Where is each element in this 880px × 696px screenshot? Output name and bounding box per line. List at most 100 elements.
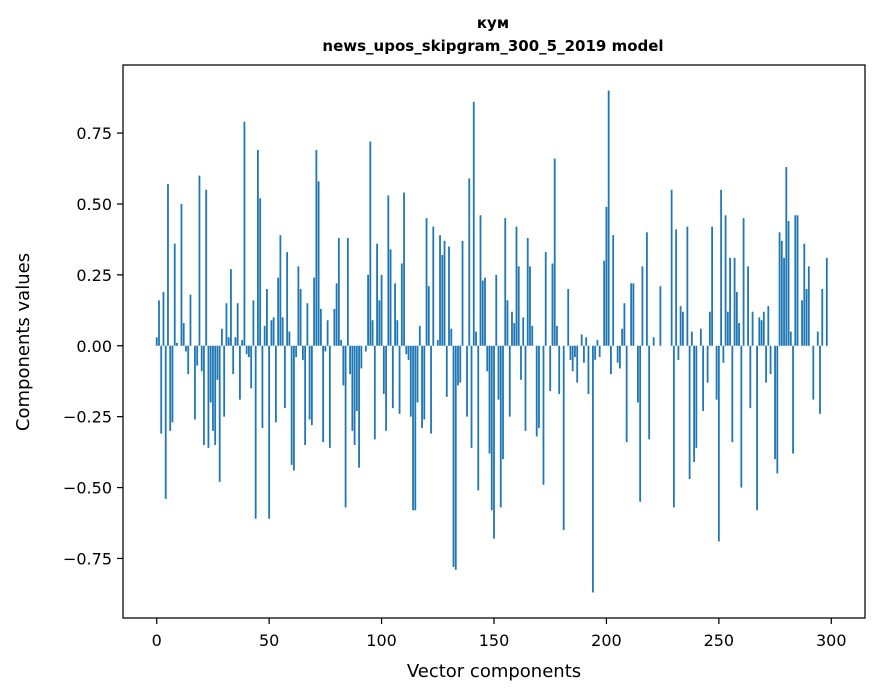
bar-246 [708, 311, 711, 346]
bar-103 [387, 195, 390, 346]
bar-208 [623, 303, 626, 346]
bar-111 [405, 345, 408, 355]
bar-157 [508, 345, 511, 417]
bar-90 [358, 345, 360, 468]
bar-112 [407, 345, 410, 360]
bar-189 [580, 334, 583, 346]
bar-233 [679, 306, 682, 346]
bar-253 [724, 215, 727, 346]
bar-116 [416, 345, 419, 403]
bar-58 [286, 252, 289, 346]
bar-31 [225, 303, 228, 346]
bar-202 [610, 345, 612, 375]
bar-49 [266, 289, 268, 346]
bar-184 [569, 345, 572, 360]
bar-96 [371, 320, 374, 346]
bar-64 [299, 289, 302, 346]
bar-110 [403, 192, 405, 346]
bar-120 [425, 218, 428, 346]
bar-60 [290, 345, 293, 465]
bar-275 [774, 345, 776, 460]
bars-group [155, 90, 828, 593]
bar-224 [659, 286, 662, 346]
bar-283 [792, 345, 794, 454]
bar-245 [706, 345, 709, 383]
bar-255 [729, 257, 731, 346]
bar-257 [733, 257, 736, 346]
bar-6 [169, 345, 172, 431]
bar-91 [360, 345, 363, 369]
bar-26 [214, 345, 217, 446]
bar-88 [353, 345, 356, 446]
bar-201 [607, 90, 610, 346]
bar-25 [212, 345, 214, 431]
bar-276 [776, 345, 779, 474]
bar-185 [571, 345, 574, 372]
bar-221 [652, 337, 655, 346]
bar-239 [693, 345, 696, 463]
bar-279 [783, 257, 785, 346]
bar-265 [751, 311, 754, 346]
bar-94 [367, 274, 369, 346]
bar-264 [749, 345, 752, 409]
bar-284 [794, 215, 797, 346]
bar-156 [506, 300, 509, 346]
bar-142 [475, 331, 477, 346]
bar-234 [681, 311, 684, 346]
bar-294 [816, 331, 819, 346]
bar-1 [158, 300, 160, 346]
bar-151 [495, 274, 498, 346]
bar-140 [470, 345, 473, 448]
bar-187 [576, 345, 579, 383]
bar-79 [333, 308, 336, 346]
bar-69 [310, 345, 313, 426]
bar-268 [758, 317, 761, 346]
bar-104 [389, 249, 392, 346]
x-tick-label: 100 [366, 631, 397, 650]
bar-114 [412, 345, 414, 511]
bar-85 [346, 237, 349, 346]
bar-163 [522, 317, 525, 346]
bar-17 [194, 345, 196, 420]
bar-100 [380, 274, 383, 346]
bar-285 [796, 215, 799, 346]
bar-236 [686, 226, 689, 346]
bar-34 [232, 345, 235, 375]
bar-118 [421, 345, 423, 428]
bar-73 [319, 308, 322, 346]
bar-97 [373, 345, 376, 440]
bar-173 [544, 252, 547, 346]
bar-39 [243, 121, 246, 346]
bar-242 [699, 328, 702, 346]
bar-254 [726, 311, 729, 346]
bar-230 [672, 345, 675, 508]
bar-269 [760, 320, 763, 346]
bar-53 [275, 345, 277, 423]
bar-55 [279, 235, 282, 346]
bar-13 [185, 345, 187, 352]
bar-263 [747, 266, 749, 346]
bar-231 [675, 229, 678, 346]
bar-240 [695, 345, 698, 448]
bar-194 [592, 345, 594, 593]
x-tick-label: 0 [152, 631, 162, 650]
bar-46 [259, 198, 262, 346]
bar-107 [396, 320, 399, 346]
bar-277 [778, 232, 781, 346]
bar-197 [598, 345, 601, 358]
bar-282 [789, 331, 792, 346]
bar-205 [616, 345, 619, 363]
x-tick-label: 300 [816, 631, 847, 650]
bar-41 [248, 345, 250, 358]
bar-280 [785, 167, 788, 346]
y-tick-label: −0.75 [63, 549, 112, 568]
bar-61 [292, 345, 295, 471]
bar-14 [187, 345, 190, 375]
bar-98 [376, 243, 378, 346]
bar-35 [234, 337, 237, 346]
bar-95 [369, 141, 372, 346]
chart-subtitle: news_upos_skipgram_300_5_2019 model [322, 37, 663, 55]
bar-0 [155, 337, 158, 346]
bar-206 [619, 345, 621, 369]
y-axis-ticks: −0.75 −0.50 −0.25 0.00 0.25 0.50 0.75 [63, 124, 123, 568]
